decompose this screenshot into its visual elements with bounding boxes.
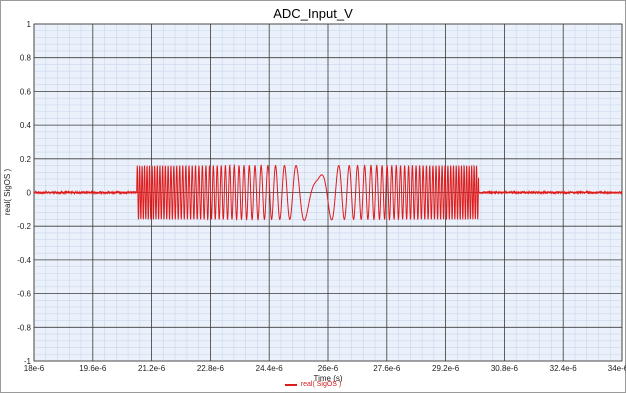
legend-swatch: [284, 383, 297, 386]
x-tick-label: 19.6e-6: [79, 364, 107, 373]
tick-labels: 18e-6 19.6e-6 21.2e-6 22.8e-6 24.4e-6 26e-6 27…: [17, 20, 626, 373]
y-tick-label: 0: [27, 189, 32, 198]
x-tick-label: 18e-6: [24, 364, 45, 373]
y-tick-label: 0.8: [20, 54, 32, 63]
y-tick-label: -0.2: [17, 222, 31, 231]
x-tick-label: 21.2e-6: [138, 364, 166, 373]
y-tick-label: -0.4: [17, 256, 31, 265]
x-tick-label: 30.8e-6: [491, 364, 519, 373]
y-tick-label: 1: [27, 20, 32, 29]
y-axis-label: real( SigOS ): [3, 169, 12, 216]
legend-label: real( SigOS ): [300, 381, 342, 388]
series-line-real-sigos: [33, 163, 623, 222]
legend: real( SigOS ): [0, 381, 626, 388]
x-tick-label: 34e-6: [608, 364, 626, 373]
x-tick-label: 22.8e-6: [197, 364, 225, 373]
x-tick-label: 24.4e-6: [256, 364, 284, 373]
chart-title: ADC_Input_V: [273, 6, 353, 21]
x-tick-label: 26e-6: [318, 364, 339, 373]
y-tick-label: -0.8: [17, 323, 31, 332]
y-tick-label: 0.4: [20, 121, 32, 130]
x-tick-label: 27.6e-6: [373, 364, 401, 373]
x-axis-label: Time (s): [313, 374, 342, 383]
y-tick-label: 0.2: [20, 155, 32, 164]
x-tick-label: 29.2e-6: [432, 364, 460, 373]
y-tick-label: -1: [24, 357, 32, 366]
y-tick-label: -0.6: [17, 290, 31, 299]
y-tick-label: 0.6: [20, 87, 32, 96]
x-tick-label: 32.4e-6: [550, 364, 578, 373]
